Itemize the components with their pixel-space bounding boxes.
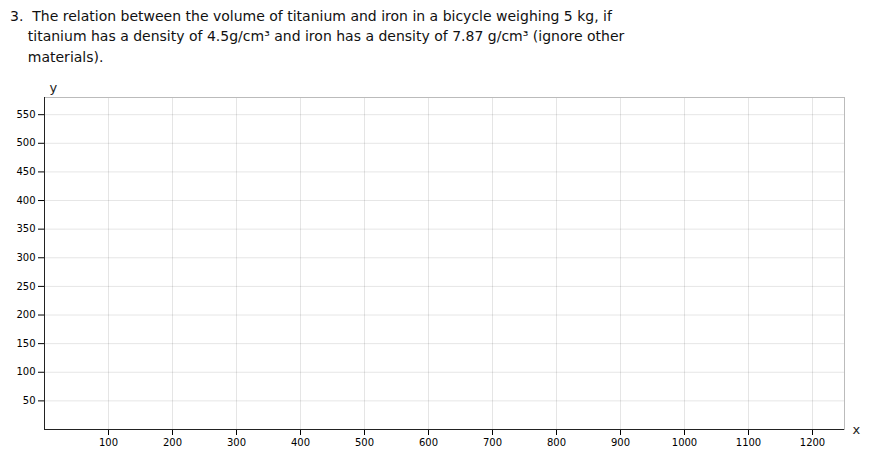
svg-text:450: 450	[16, 166, 35, 177]
svg-text:250: 250	[16, 280, 35, 291]
svg-text:200: 200	[163, 436, 182, 447]
svg-text:1000: 1000	[672, 436, 697, 447]
svg-text:1100: 1100	[736, 436, 761, 447]
svg-text:500: 500	[16, 137, 35, 148]
svg-text:150: 150	[16, 338, 35, 349]
svg-text:300: 300	[227, 436, 246, 447]
svg-text:300: 300	[16, 252, 35, 263]
svg-text:600: 600	[419, 436, 438, 447]
svg-text:900: 900	[611, 436, 630, 447]
svg-text:200: 200	[16, 309, 35, 320]
svg-text:x: x	[853, 422, 861, 437]
svg-text:50: 50	[23, 395, 36, 406]
svg-text:800: 800	[547, 436, 566, 447]
svg-text:700: 700	[483, 436, 502, 447]
svg-text:500: 500	[355, 436, 374, 447]
svg-text:400: 400	[16, 195, 35, 206]
html-text:3. The relation between the vo: 3. The relation between the volume of ti…	[10, 8, 625, 65]
svg-text:400: 400	[291, 436, 310, 447]
svg-text:550: 550	[16, 109, 35, 120]
svg-text:350: 350	[16, 223, 35, 234]
svg-text:y: y	[50, 80, 58, 95]
svg-text:1200: 1200	[800, 436, 825, 447]
svg-text:100: 100	[16, 366, 35, 377]
svg-text:100: 100	[99, 436, 118, 447]
